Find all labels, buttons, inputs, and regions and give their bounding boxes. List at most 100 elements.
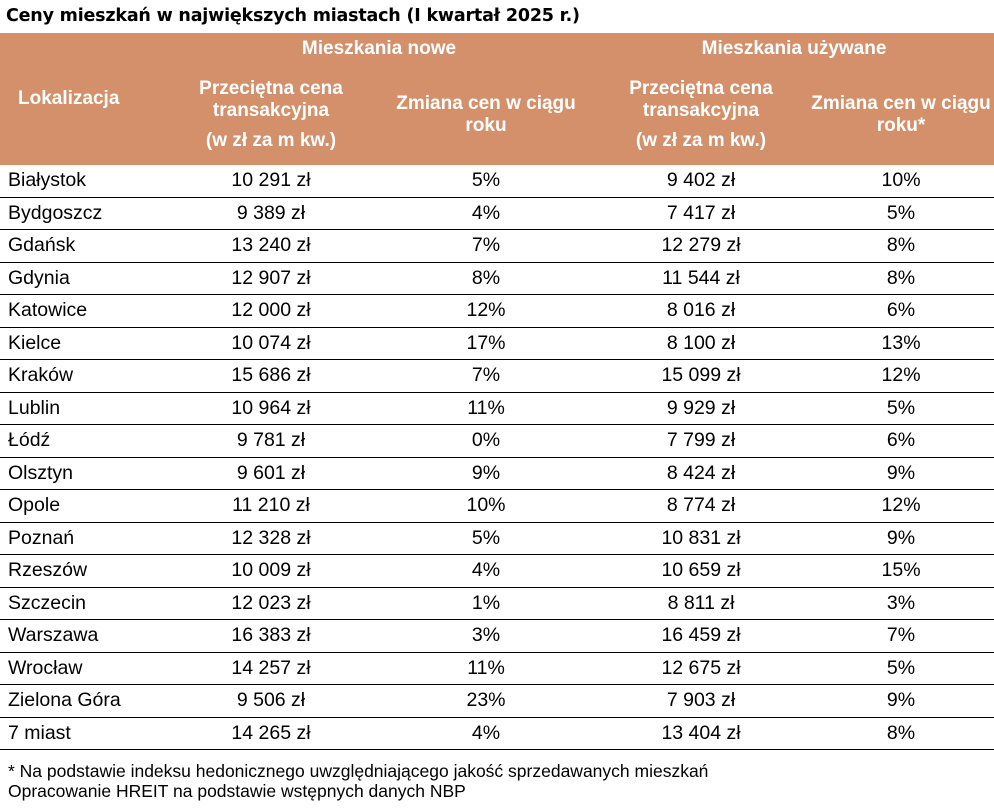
city-cell: Zielona Góra [0, 684, 164, 718]
table-row: Zielona Góra 9 506 zł 23% 7 903 zł 9% [0, 684, 994, 718]
used-price-cell: 10 659 zł [594, 554, 809, 588]
city-cell: Kraków [0, 359, 164, 393]
used-price-cell: 8 811 zł [594, 587, 809, 620]
used-change-cell: 9% [808, 522, 994, 555]
table-row: Katowice 12 000 zł 12% 8 016 zł 6% [0, 294, 994, 328]
table-body: Białystok 10 291 zł 5% 9 402 zł 10% Bydgoszcz… [0, 165, 994, 750]
used-change-cell: 7% [808, 619, 994, 653]
table-row: Szczecin 12 023 zł 1% 8 811 zł 3% [0, 587, 994, 620]
table-row: Lublin 10 964 zł 11% 9 929 zł 5% [0, 392, 994, 425]
used-price-cell: 8 774 zł [594, 489, 809, 523]
table-row: Poznań 12 328 zł 5% 10 831 zł 9% [0, 522, 994, 555]
header-group-new: Mieszkania nowe [164, 33, 595, 65]
used-price-cell: 8 424 zł [594, 457, 809, 490]
used-change-cell: 8% [808, 262, 994, 295]
used-price-cell: 10 831 zł [594, 522, 809, 555]
header-group-used: Mieszkania używane [594, 33, 994, 65]
new-change-cell: 9% [378, 457, 595, 490]
used-price-cell: 13 404 zł [594, 717, 809, 750]
table-row: Gdańsk 13 240 zł 7% 12 279 zł 8% [0, 229, 994, 263]
city-cell: Gdańsk [0, 229, 164, 263]
used-price-cell: 7 903 zł [594, 684, 809, 718]
city-cell: Warszawa [0, 619, 164, 653]
new-price-cell: 14 257 zł [164, 652, 378, 685]
city-cell: Gdynia [0, 262, 164, 295]
used-price-cell: 11 544 zł [594, 262, 809, 295]
new-change-cell: 5% [378, 522, 595, 555]
used-price-cell: 16 459 zł [594, 619, 809, 653]
header-new-price: Przeciętna cena transakcyjna (w zł za m … [164, 65, 378, 165]
header-location: Lokalizacja [0, 33, 164, 165]
new-change-cell: 4% [378, 554, 595, 588]
used-change-cell: 5% [808, 197, 994, 230]
new-price-cell: 9 601 zł [164, 457, 378, 490]
header-used-price-unit: (w zł za m kw.) [635, 130, 767, 151]
used-change-cell: 5% [808, 392, 994, 425]
city-cell: Szczecin [0, 587, 164, 620]
used-change-cell: 9% [808, 457, 994, 490]
city-cell: Rzeszów [0, 554, 164, 588]
used-price-cell: 15 099 zł [594, 359, 809, 393]
table-row: Kraków 15 686 zł 7% 15 099 zł 12% [0, 359, 994, 393]
used-change-cell: 13% [808, 327, 994, 360]
new-change-cell: 17% [378, 327, 595, 360]
used-change-cell: 12% [808, 489, 994, 523]
used-change-cell: 3% [808, 587, 994, 620]
city-cell: Lublin [0, 392, 164, 425]
apartment-prices-table: Lokalizacja Mieszkania nowe Mieszkania u… [0, 33, 994, 750]
new-price-cell: 16 383 zł [164, 619, 378, 653]
new-price-cell: 14 265 zł [164, 717, 378, 750]
table-row: Bydgoszcz 9 389 zł 4% 7 417 zł 5% [0, 197, 994, 230]
city-cell: Białystok [0, 165, 164, 198]
new-change-cell: 1% [378, 587, 595, 620]
footnotes: * Na podstawie indeksu hedonicznego uwzg… [8, 761, 708, 801]
used-change-cell: 6% [808, 424, 994, 458]
new-change-cell: 4% [378, 717, 595, 750]
table-row: Białystok 10 291 zł 5% 9 402 zł 10% [0, 165, 994, 198]
new-change-cell: 7% [378, 229, 595, 263]
header-new-price-label: Przeciętna cena transakcyjna [199, 78, 343, 121]
table-row: Gdynia 12 907 zł 8% 11 544 zł 8% [0, 262, 994, 295]
new-change-cell: 10% [378, 489, 595, 523]
new-price-cell: 10 291 zł [164, 165, 378, 198]
table-row: Rzeszów 10 009 zł 4% 10 659 zł 15% [0, 554, 994, 588]
city-cell: Łódź [0, 424, 164, 458]
city-cell: Olsztyn [0, 457, 164, 490]
new-change-cell: 7% [378, 359, 595, 393]
city-cell: Bydgoszcz [0, 197, 164, 230]
used-price-cell: 9 929 zł [594, 392, 809, 425]
used-change-cell: 5% [808, 652, 994, 685]
new-price-cell: 10 074 zł [164, 327, 378, 360]
used-change-cell: 9% [808, 684, 994, 718]
header-used-price: Przeciętna cena transakcyjna (w zł za m … [594, 65, 809, 165]
used-change-cell: 12% [808, 359, 994, 393]
used-change-cell: 6% [808, 294, 994, 328]
table-row: Opole 11 210 zł 10% 8 774 zł 12% [0, 489, 994, 523]
city-cell: Wrocław [0, 652, 164, 685]
city-cell: Opole [0, 489, 164, 523]
new-price-cell: 13 240 zł [164, 229, 378, 263]
new-price-cell: 12 328 zł [164, 522, 378, 555]
used-price-cell: 9 402 zł [594, 165, 809, 198]
new-price-cell: 15 686 zł [164, 359, 378, 393]
new-change-cell: 8% [378, 262, 595, 295]
header-used-price-label: Przeciętna cena transakcyjna [629, 78, 773, 121]
new-change-cell: 11% [378, 392, 595, 425]
table-row: 7 miast 14 265 zł 4% 13 404 zł 8% [0, 717, 994, 750]
table-row: Wrocław 14 257 zł 11% 12 675 zł 5% [0, 652, 994, 685]
used-change-cell: 8% [808, 717, 994, 750]
table-row: Kielce 10 074 zł 17% 8 100 zł 13% [0, 327, 994, 360]
new-change-cell: 12% [378, 294, 595, 328]
new-price-cell: 10 964 zł [164, 392, 378, 425]
new-change-cell: 5% [378, 165, 595, 198]
city-cell: Kielce [0, 327, 164, 360]
table-row: Warszawa 16 383 zł 3% 16 459 zł 7% [0, 619, 994, 653]
city-cell: 7 miast [0, 717, 164, 750]
new-change-cell: 3% [378, 619, 595, 653]
table-row: Olsztyn 9 601 zł 9% 8 424 zł 9% [0, 457, 994, 490]
new-price-cell: 12 023 zł [164, 587, 378, 620]
new-price-cell: 9 389 zł [164, 197, 378, 230]
new-change-cell: 4% [378, 197, 595, 230]
new-change-cell: 11% [378, 652, 595, 685]
new-price-cell: 10 009 zł [164, 554, 378, 588]
